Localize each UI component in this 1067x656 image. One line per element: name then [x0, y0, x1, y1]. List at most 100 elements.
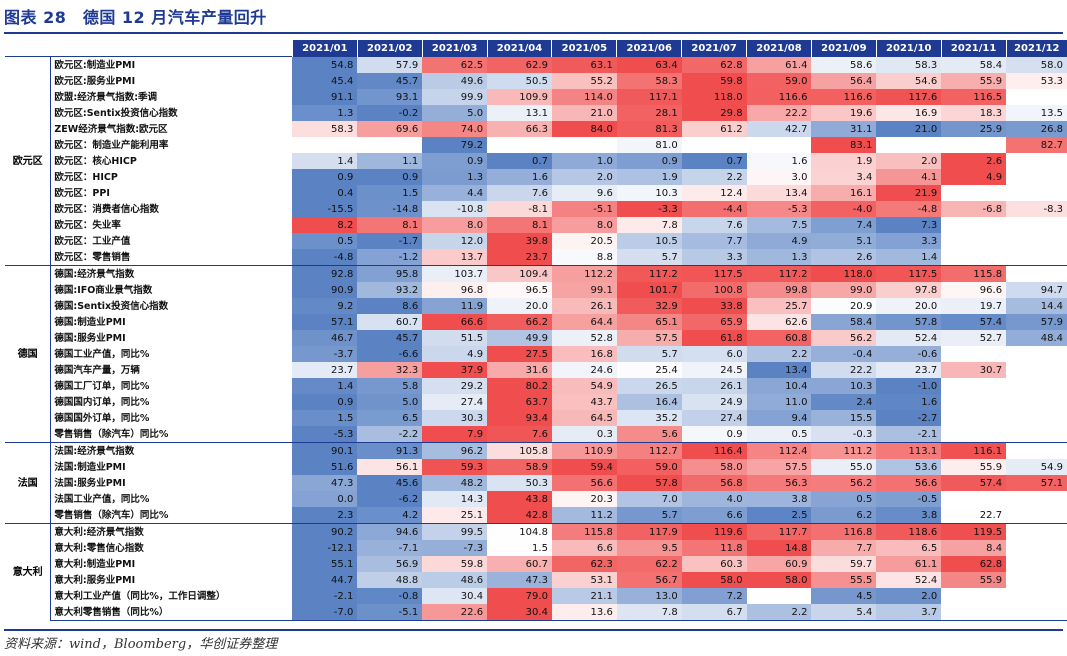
header-corner-label — [50, 40, 293, 57]
value-cell: 0.9 — [292, 169, 358, 185]
value-cell — [1006, 346, 1067, 362]
table-row: 欧元区：PPI 0.4 1.5 4.4 7.6 9.6 10.3 12.4 13.4 16.1 21… — [5, 185, 1067, 201]
value-cell: 96.2 — [422, 442, 488, 459]
value-cell: 7.4 — [811, 217, 877, 233]
value-cell: -5.1 — [357, 604, 423, 621]
value-cell: 2.2 — [681, 169, 747, 185]
value-cell: 23.7 — [487, 249, 552, 266]
indicator-label: 意大利:零售信心指数 — [54, 542, 144, 554]
value-cell: 57.1 — [1006, 475, 1067, 491]
value-cell: 105.8 — [487, 442, 552, 459]
value-cell: 62.9 — [487, 56, 552, 73]
value-cell: 20.3 — [551, 491, 617, 507]
value-cell: 92.8 — [292, 265, 358, 282]
value-cell: 13.4 — [746, 185, 812, 201]
value-cell: 117.9 — [616, 523, 682, 540]
value-cell: 63.7 — [487, 394, 552, 410]
value-cell — [941, 185, 1006, 201]
value-cell: 7.5 — [746, 217, 812, 233]
value-cell: 81.3 — [616, 121, 682, 137]
value-cell: 9.6 — [551, 185, 617, 201]
value-cell: 99.0 — [811, 282, 877, 298]
value-cell: 56.4 — [811, 73, 877, 89]
value-cell — [941, 217, 1006, 233]
value-cell: 57.5 — [616, 330, 682, 346]
value-cell: 50.5 — [487, 73, 552, 89]
value-cell: 1.5 — [357, 185, 423, 201]
value-cell: 56.9 — [357, 556, 423, 572]
value-cell: 48.4 — [1006, 330, 1067, 346]
value-cell: 2.6 — [811, 249, 877, 266]
value-cell: 4.5 — [811, 588, 877, 604]
value-cell: 16.9 — [876, 105, 942, 121]
value-cell — [1006, 217, 1067, 233]
value-cell: 13.4 — [746, 362, 812, 378]
value-cell — [747, 588, 812, 604]
value-cell: 27.4 — [681, 410, 747, 426]
value-cell: 56.7 — [616, 572, 682, 588]
value-cell: 7.2 — [681, 588, 747, 604]
value-cell: 45.4 — [292, 73, 358, 89]
value-cell: 52.8 — [551, 330, 617, 346]
value-cell: 52.4 — [876, 330, 942, 346]
value-cell: 42.8 — [487, 507, 552, 524]
value-cell: 116.4 — [681, 442, 747, 459]
value-cell: 62.2 — [616, 556, 682, 572]
value-cell: 16.1 — [811, 185, 877, 201]
value-cell — [1006, 394, 1067, 410]
value-cell: 91.1 — [292, 89, 358, 105]
value-cell: 58.4 — [941, 56, 1007, 73]
value-cell — [941, 491, 1006, 507]
value-cell: 116.5 — [941, 89, 1007, 105]
value-cell: 20.5 — [551, 233, 617, 249]
value-cell: 1.6 — [876, 394, 942, 410]
value-cell: 57.1 — [292, 314, 358, 330]
value-cell: 99.8 — [746, 282, 812, 298]
value-cell — [747, 137, 812, 153]
value-cell: 60.9 — [746, 556, 812, 572]
value-cell: 112.7 — [616, 442, 682, 459]
table-row: 欧元区 欧元区:制造业PMI 54.8 57.9 62.5 62.9 63.1 63.4 62.… — [5, 56, 1067, 266]
table-row: 欧元区：工业产值 0.5 -1.7 12.0 39.8 20.5 10.5 7.7 4.9 5.1… — [5, 233, 1067, 249]
source-rule — [4, 629, 1063, 631]
indicator-label: 意大利:经济景气指数 — [50, 523, 293, 540]
value-cell: 55.0 — [811, 459, 877, 475]
value-cell: -0.2 — [357, 105, 423, 121]
value-cell: 118.0 — [811, 265, 877, 282]
value-cell: 0.5 — [746, 426, 812, 443]
indicator-label: 零售销售（除汽车）同比% — [54, 428, 169, 440]
value-cell: 10.5 — [616, 233, 682, 249]
value-cell: 24.6 — [551, 362, 617, 378]
table-row: 法国:制造业PMI 51.6 56.1 59.3 58.9 59.4 59.0 58.0 57.… — [5, 459, 1067, 475]
value-cell: 6.5 — [357, 410, 423, 426]
indicator-label: 欧元区：消费者信心指数 — [54, 203, 159, 215]
value-cell: 112.4 — [746, 442, 812, 459]
value-cell: 93.4 — [487, 410, 552, 426]
indicator-label: 意大利工业产值（同比%，工作日调整） — [54, 590, 226, 602]
value-cell: 82.7 — [1006, 137, 1067, 153]
value-cell: 1.9 — [811, 153, 877, 169]
value-cell: 1.3 — [422, 169, 488, 185]
value-cell — [1006, 523, 1067, 540]
value-cell: 7.8 — [616, 604, 682, 621]
value-cell — [941, 426, 1006, 443]
value-cell: 90.2 — [292, 523, 358, 540]
indicator-label: 德国:经济景气指数 — [50, 265, 293, 282]
value-cell: 59.3 — [422, 459, 488, 475]
value-cell: 21.0 — [876, 121, 942, 137]
table-row: 零售销售（除汽车）同比% -5.3 -2.2 7.9 7.6 0.3 5.6 0.9 0.5 -0… — [5, 426, 1067, 443]
value-cell: 115.8 — [941, 265, 1007, 282]
value-cell: 96.5 — [487, 282, 552, 298]
value-cell: -1.0 — [876, 378, 942, 394]
value-cell — [941, 346, 1006, 362]
value-cell: 21.1 — [551, 588, 617, 604]
value-cell: 62.3 — [551, 556, 617, 572]
value-cell: 30.3 — [422, 410, 488, 426]
value-cell — [1006, 362, 1067, 378]
value-cell: 10.4 — [746, 378, 812, 394]
value-cell: 2.6 — [941, 153, 1007, 169]
header-row: 2021/01 2021/02 2021/03 2021/04 2021/05 2021/… — [5, 40, 1067, 57]
value-cell: 24.5 — [681, 362, 747, 378]
value-cell: 55.9 — [941, 572, 1007, 588]
value-cell: 4.9 — [422, 346, 488, 362]
